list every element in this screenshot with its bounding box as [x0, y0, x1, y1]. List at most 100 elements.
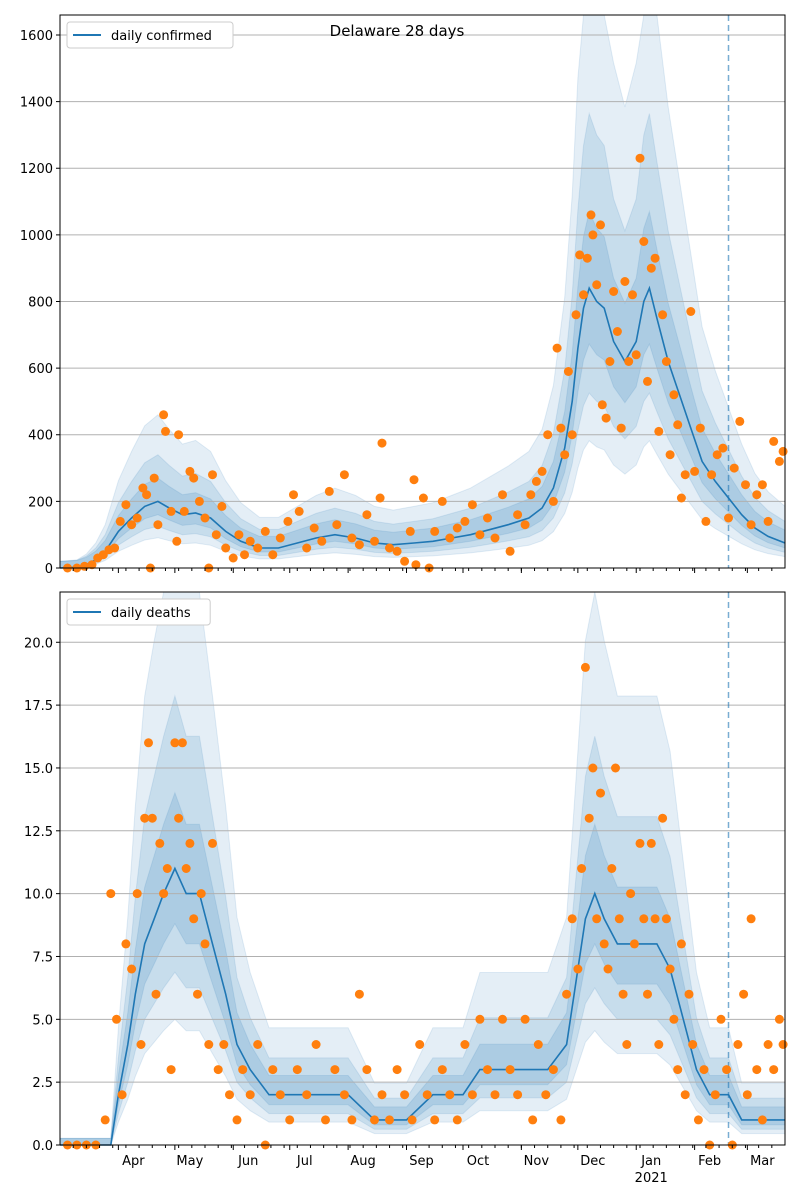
model-line [60, 866, 785, 1146]
observed-point [339, 1090, 349, 1100]
x-tick-label: May [176, 1154, 203, 1169]
observed-point [746, 914, 756, 924]
observed-point [650, 914, 660, 924]
observed-point [275, 1090, 285, 1100]
y-tick-label: 1600 [20, 29, 53, 44]
observed-point [204, 1040, 214, 1049]
observed-point [505, 546, 515, 556]
observed-point [179, 506, 189, 516]
observed-point [162, 864, 172, 873]
deaths-y-axis: 0.0 2.5 5.0 7.5 10.0 12.5 15.0 17.5 20.0 [24, 636, 60, 1154]
observed-point [622, 1040, 632, 1049]
observed-point [100, 1115, 110, 1125]
observed-point [362, 510, 372, 520]
observed-point [467, 1090, 477, 1100]
observed-point [624, 357, 634, 366]
observed-point [665, 964, 675, 974]
observed-point [117, 1090, 127, 1100]
observed-point [686, 307, 696, 316]
observed-point [181, 864, 191, 873]
observed-point [716, 1014, 726, 1024]
observed-point [646, 263, 656, 273]
observed-point [684, 989, 694, 999]
y-tick-label: 17.5 [24, 699, 53, 714]
x-tick-label: Jul [296, 1154, 313, 1169]
observed-point [586, 210, 596, 220]
observed-point [533, 1040, 543, 1049]
legend-label-daily-deaths: daily deaths [111, 606, 191, 621]
deaths-chart: 0.0 2.5 5.0 7.5 10.0 12.5 15.0 17.5 20.0 Apr May J… [24, 591, 788, 1186]
y-tick-label: 800 [28, 295, 53, 310]
observed-point [260, 526, 270, 536]
observed-point [548, 1065, 558, 1075]
observed-point [573, 964, 583, 974]
observed-point [321, 1115, 330, 1125]
observed-point [452, 1115, 462, 1125]
observed-point [669, 1014, 679, 1024]
observed-point [712, 450, 722, 460]
observed-point [673, 420, 683, 430]
observed-point [669, 390, 679, 400]
observed-point [490, 533, 500, 543]
observed-point [460, 516, 470, 526]
observed-point [132, 513, 142, 523]
legend-label-daily-confirmed: daily confirmed [111, 29, 212, 44]
y-tick-label: 5.0 [32, 1013, 53, 1028]
observed-point [324, 486, 334, 496]
observed-point [418, 493, 428, 503]
observed-point [757, 1115, 767, 1125]
observed-point [339, 470, 349, 480]
observed-point [309, 523, 319, 533]
observed-point [513, 1090, 523, 1100]
observed-point [505, 1065, 515, 1075]
observed-point [170, 738, 180, 748]
observed-point [475, 530, 485, 540]
observed-point [177, 738, 187, 748]
observed-point [596, 788, 605, 798]
observed-point [430, 1115, 440, 1125]
observed-point [166, 506, 176, 516]
x-tick-label: Jan [640, 1154, 661, 1169]
x-tick-label: Apr [122, 1154, 145, 1169]
observed-point [567, 430, 577, 440]
observed-point [650, 253, 660, 263]
deaths-observed-points [63, 662, 788, 1150]
observed-point [588, 763, 598, 773]
observed-point [526, 490, 536, 500]
observed-point [142, 490, 152, 500]
observed-point [437, 1065, 447, 1075]
observed-point [189, 473, 199, 483]
observed-point [635, 838, 645, 848]
observed-point [185, 466, 195, 476]
observed-point [375, 493, 385, 503]
observed-point [245, 536, 255, 546]
observed-point [159, 410, 169, 420]
observed-point [172, 536, 182, 546]
observed-point [347, 1115, 357, 1125]
y-tick-label: 0.0 [32, 1139, 53, 1154]
observed-point [219, 1040, 229, 1049]
confirmed-chart: 0 200 400 600 800 1000 1200 1400 1600 Delaware 2… [20, 14, 788, 577]
legend-box [66, 21, 234, 49]
x-tick-label: Feb [698, 1154, 721, 1169]
observed-point [185, 838, 195, 848]
observed-point [483, 513, 492, 523]
observed-point [121, 500, 131, 510]
deaths-x-axis: Apr May Jun Jul Aug Sep Oct Nov Dec Jan 2021 Feb Mar [72, 1145, 775, 1186]
observed-point [631, 350, 641, 360]
observed-point [577, 864, 587, 873]
observed-point [392, 546, 402, 556]
observed-point [467, 500, 477, 510]
observed-point [588, 230, 598, 240]
observed-point [763, 516, 773, 526]
observed-point [405, 526, 415, 536]
x-tick-label: Mar [750, 1154, 775, 1169]
observed-point [275, 533, 285, 543]
observed-point [778, 1040, 788, 1049]
observed-point [661, 357, 671, 366]
observed-point [232, 1115, 242, 1125]
observed-point [643, 376, 652, 386]
observed-point [174, 430, 184, 440]
observed-point [153, 520, 163, 530]
observed-point [582, 253, 592, 263]
